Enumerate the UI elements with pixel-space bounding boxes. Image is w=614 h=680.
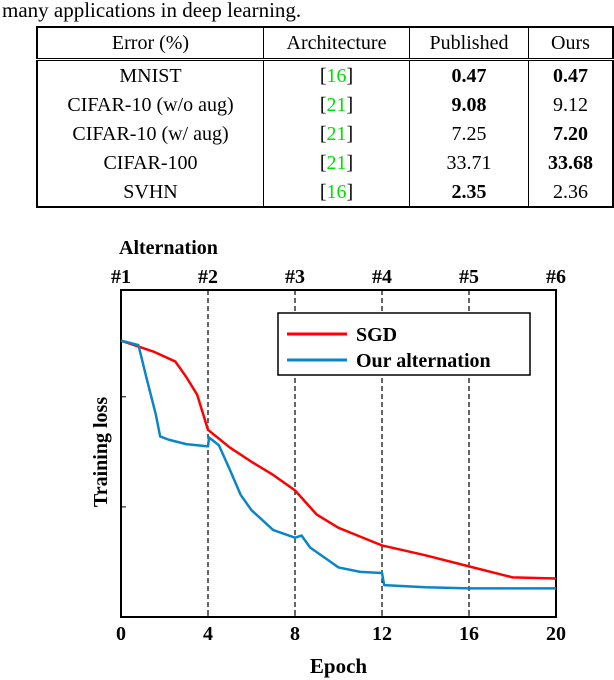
table-cell: 9.08 (409, 90, 529, 119)
table-cell: CIFAR-100 (36, 148, 264, 177)
table-cell: 7.25 (409, 119, 529, 148)
top-tick-label: #5 (459, 266, 479, 288)
column-header: Architecture (263, 27, 410, 61)
table-cell: [21] (263, 148, 410, 177)
table-cell: 9.12 (528, 90, 613, 119)
citation-link[interactable]: 16 (326, 180, 347, 203)
top-tick-label: #3 (285, 266, 305, 288)
x-tick-label: 4 (203, 623, 213, 645)
citation-link[interactable]: 21 (326, 151, 347, 174)
table-row: CIFAR-100 [21] 33.71 33.68 (36, 148, 613, 177)
legend-label: Our alternation (356, 350, 491, 372)
y-axis-label: Training loss (90, 397, 112, 507)
table-cell: 0.47 (409, 59, 529, 90)
results-table: Error (%) Architecture Published Ours MNIST… (36, 26, 614, 208)
table-cell: SVHN (36, 177, 264, 207)
table-cell: [16] (263, 59, 410, 90)
table-cell: 33.68 (528, 148, 613, 177)
top-tick-label: #4 (372, 266, 392, 288)
table-row: CIFAR-10 (w/o aug) [21] 9.08 9.12 (36, 90, 613, 119)
x-tick-label: 16 (459, 623, 479, 645)
x-tick-label: 8 (290, 623, 300, 645)
table-cell: 2.36 (528, 177, 613, 207)
intro-text: many applications in deep learning. (2, 0, 302, 22)
table-row: SVHN [16] 2.35 2.36 (36, 177, 613, 207)
legend-label: SGD (356, 324, 397, 346)
citation-link[interactable]: 21 (326, 122, 347, 145)
column-header: Published (409, 27, 529, 61)
table-cell: [21] (263, 90, 410, 119)
training-loss-chart: 0 4 8 12 16 20 #1 #2 #3 #4 #5 #6 Alternation Epoch Tra… (90, 237, 566, 678)
table-row: MNIST [16] 0.47 0.47 (36, 59, 613, 90)
legend-box (277, 312, 531, 376)
column-header: Error (%) (36, 27, 264, 61)
table-cell: 0.47 (528, 59, 613, 90)
table-cell: CIFAR-10 (w/o aug) (36, 90, 264, 119)
table-cell: 33.71 (409, 148, 529, 177)
table-cell: CIFAR-10 (w/ aug) (36, 119, 264, 148)
table-cell: [21] (263, 119, 410, 148)
top-axis-title: Alternation (119, 237, 218, 259)
top-tick-label: #1 (111, 266, 131, 288)
x-tick-label: 12 (372, 623, 392, 645)
plot-frame (120, 289, 557, 618)
top-tick-label: #6 (546, 266, 566, 288)
citation-link[interactable]: 16 (326, 64, 347, 87)
table-cell: [16] (263, 177, 410, 207)
table-cell: MNIST (36, 59, 264, 90)
table-cell: 2.35 (409, 177, 529, 207)
table-row: CIFAR-10 (w/ aug) [21] 7.25 7.20 (36, 119, 613, 148)
x-axis-label: Epoch (310, 654, 368, 678)
column-header: Ours (528, 27, 613, 61)
series-line-sgd (120, 339, 557, 580)
x-tick-label: 20 (546, 623, 566, 645)
series-line-alternation (120, 339, 556, 590)
citation-link[interactable]: 21 (326, 93, 347, 116)
top-tick-label: #2 (198, 266, 218, 288)
x-tick-label: 0 (116, 623, 126, 645)
table-cell: 7.20 (528, 119, 613, 148)
